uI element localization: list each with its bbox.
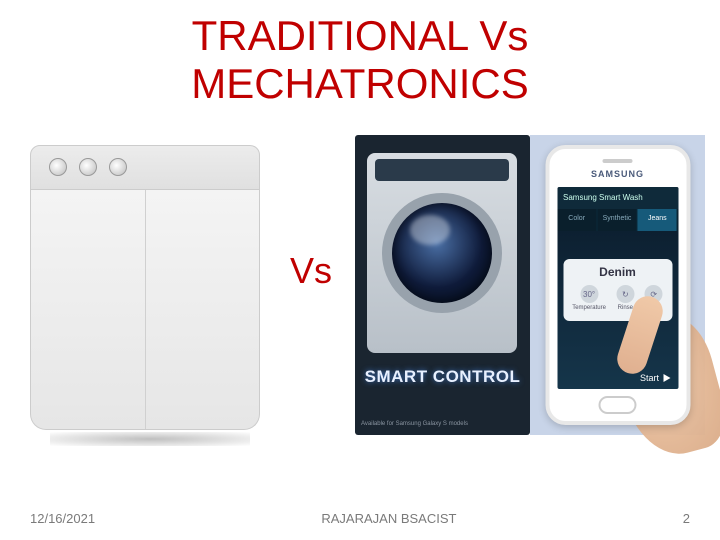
traditional-washer-image: [20, 135, 280, 455]
washer-seam: [145, 190, 146, 429]
app-tabs: Color Synthetic Jeans: [557, 209, 678, 231]
dial-icon: [79, 158, 97, 176]
smart-washer-footnote: Available for Samsung Galaxy S models: [361, 421, 468, 427]
phone-speaker-icon: [603, 159, 633, 163]
footer-page-number: 2: [683, 511, 690, 526]
card-title: Denim: [567, 265, 668, 279]
play-icon: [663, 374, 670, 382]
smart-control-label: SMART CONTROL: [355, 367, 530, 387]
washer-lid: [30, 145, 260, 190]
footer-date: 12/16/2021: [30, 511, 95, 526]
title-line-1: TRADITIONAL Vs: [0, 12, 720, 60]
temperature-icon: 30°: [580, 285, 598, 303]
slide-title: TRADITIONAL Vs MECHATRONICS: [0, 0, 720, 109]
dial-icon: [109, 158, 127, 176]
vs-label: Vs: [290, 250, 332, 292]
footer-author: RAJARAJAN BSACIST: [321, 511, 456, 526]
washer-body: [30, 190, 260, 430]
start-button: Start: [640, 373, 670, 383]
mechatronics-image: SMART CONTROL Available for Samsung Gala…: [355, 135, 705, 445]
phone-brand: SAMSUNG: [591, 169, 644, 179]
start-label: Start: [640, 373, 659, 383]
card-item-rinse: ↻ Rinse: [616, 285, 634, 311]
smart-washer-door: [382, 193, 502, 313]
washer-old: [30, 145, 270, 445]
washer-dials: [49, 158, 127, 176]
smart-washer: SMART CONTROL Available for Samsung Gala…: [355, 135, 530, 435]
smart-washer-body: [367, 153, 517, 353]
tab-jeans: Jeans: [638, 209, 678, 231]
card-item-label: Temperature: [572, 305, 606, 311]
tab-color: Color: [557, 209, 597, 231]
content-area: Vs SMART CONTROL Available for Samsung G…: [0, 135, 720, 455]
smartphone-image: SAMSUNG Samsung Smart Wash Color Synthet…: [530, 135, 705, 435]
card-item-temperature: 30° Temperature: [572, 285, 606, 311]
dial-icon: [49, 158, 67, 176]
tab-synthetic: Synthetic: [597, 209, 637, 231]
phone-frame: SAMSUNG Samsung Smart Wash Color Synthet…: [545, 145, 690, 425]
title-line-2: MECHATRONICS: [0, 60, 720, 108]
app-header: Samsung Smart Wash: [557, 187, 678, 209]
rinse-icon: ↻: [616, 285, 634, 303]
home-button-icon: [599, 396, 637, 414]
door-glint-icon: [410, 215, 450, 245]
washer-shadow: [50, 432, 250, 446]
smart-washer-panel: [375, 159, 509, 181]
slide-footer: 12/16/2021 RAJARAJAN BSACIST 2: [0, 511, 720, 526]
